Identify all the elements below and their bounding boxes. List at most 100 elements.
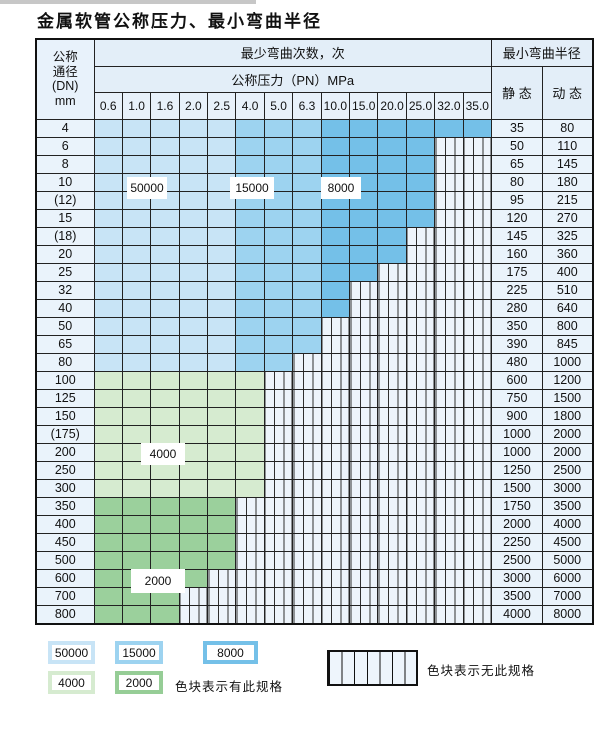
spec-available-cell bbox=[349, 136, 379, 156]
dynamic-radius-cell: 270 bbox=[541, 208, 594, 228]
spec-unavailable-cell bbox=[462, 262, 492, 282]
spec-unavailable-cell bbox=[292, 532, 322, 552]
spec-unavailable-cell bbox=[405, 442, 436, 462]
spec-unavailable-cell bbox=[434, 334, 464, 354]
spec-available-cell bbox=[150, 136, 180, 156]
dn-column-header: 公称 通径 (DN) mm bbox=[35, 38, 95, 120]
dynamic-radius-cell: 1000 bbox=[541, 352, 594, 372]
spec-unavailable-cell bbox=[263, 496, 294, 516]
spec-available-cell bbox=[349, 244, 379, 264]
dn-cell: (175) bbox=[35, 424, 95, 444]
spec-available-cell bbox=[207, 226, 237, 246]
spec-available-cell bbox=[320, 244, 351, 264]
spec-available-cell bbox=[93, 226, 123, 246]
spec-available-cell bbox=[150, 604, 180, 624]
table-row: 200 1000 2000 bbox=[35, 442, 594, 462]
spec-available-cell bbox=[377, 244, 407, 264]
static-radius-cell: 480 bbox=[490, 352, 543, 372]
spec-available-cell bbox=[207, 190, 237, 210]
spec-unavailable-cell bbox=[405, 514, 436, 534]
legend-swatch-15000: 15000 bbox=[115, 641, 163, 664]
spec-unavailable-cell bbox=[292, 406, 322, 426]
spec-available-cell bbox=[207, 136, 237, 156]
spec-available-cell bbox=[121, 316, 152, 336]
table-row: 4 35 80 bbox=[35, 118, 594, 138]
spec-available-cell bbox=[178, 568, 209, 588]
spec-unavailable-cell bbox=[263, 370, 294, 390]
spec-available-cell bbox=[178, 532, 209, 552]
spec-unavailable-cell bbox=[377, 406, 407, 426]
spec-available-cell bbox=[235, 424, 265, 444]
static-radius-cell: 50 bbox=[490, 136, 543, 156]
spec-unavailable-cell bbox=[263, 388, 294, 408]
pressure-col-header: 35.0 bbox=[462, 91, 492, 120]
spec-available-cell bbox=[150, 298, 180, 318]
spec-available-cell bbox=[93, 208, 123, 228]
spec-unavailable-cell bbox=[434, 496, 464, 516]
spec-available-cell bbox=[235, 370, 265, 390]
spec-unavailable-cell bbox=[462, 424, 492, 444]
spec-available-cell bbox=[121, 244, 152, 264]
dynamic-column-header: 动 态 bbox=[541, 65, 594, 120]
spec-available-cell bbox=[377, 226, 407, 246]
pressure-col-header: 25.0 bbox=[405, 91, 436, 120]
spec-available-cell bbox=[93, 334, 123, 354]
spec-unavailable-cell bbox=[292, 370, 322, 390]
legend-swatch-label: 2000 bbox=[119, 675, 159, 690]
spec-available-cell bbox=[121, 280, 152, 300]
spec-unavailable-cell bbox=[349, 424, 379, 444]
spec-available-cell bbox=[235, 262, 265, 282]
spec-available-cell bbox=[263, 262, 294, 282]
spec-available-cell bbox=[150, 262, 180, 282]
spec-available-cell bbox=[207, 262, 237, 282]
spec-unavailable-cell bbox=[320, 532, 351, 552]
spec-unavailable-cell bbox=[434, 550, 464, 570]
table-row: 10 80 180 bbox=[35, 172, 594, 192]
spec-available-cell bbox=[93, 478, 123, 498]
spec-available-cell bbox=[292, 190, 322, 210]
pressure-col-header: 5.0 bbox=[263, 91, 294, 120]
spec-unavailable-cell bbox=[434, 460, 464, 480]
spec-unavailable-cell bbox=[405, 262, 436, 282]
spec-available-cell bbox=[292, 208, 322, 228]
spec-available-cell bbox=[150, 370, 180, 390]
spec-unavailable-cell bbox=[320, 316, 351, 336]
spec-available-cell bbox=[178, 298, 209, 318]
spec-available-cell bbox=[178, 334, 209, 354]
spec-available-cell bbox=[178, 136, 209, 156]
table-row: (175) 1000 2000 bbox=[35, 424, 594, 444]
spec-available-cell bbox=[207, 460, 237, 480]
table-row: 15 120 270 bbox=[35, 208, 594, 228]
static-radius-cell: 3500 bbox=[490, 586, 543, 606]
static-radius-cell: 35 bbox=[490, 118, 543, 138]
spec-unavailable-cell bbox=[434, 316, 464, 336]
spec-available-cell bbox=[178, 424, 209, 444]
spec-unavailable-cell bbox=[320, 604, 351, 624]
spec-unavailable-cell bbox=[405, 460, 436, 480]
dn-cell: 600 bbox=[35, 568, 95, 588]
spec-unavailable-cell bbox=[349, 370, 379, 390]
spec-available-cell bbox=[377, 136, 407, 156]
spec-unavailable-cell bbox=[377, 262, 407, 282]
spec-available-cell bbox=[93, 190, 123, 210]
dynamic-radius-cell: 2000 bbox=[541, 424, 594, 444]
spec-unavailable-cell bbox=[434, 226, 464, 246]
spec-unavailable-cell bbox=[462, 190, 492, 210]
spec-unavailable-cell bbox=[320, 352, 351, 372]
spec-unavailable-cell bbox=[434, 190, 464, 210]
spec-unavailable-cell bbox=[377, 442, 407, 462]
dn-cell: 400 bbox=[35, 514, 95, 534]
spec-available-cell bbox=[292, 298, 322, 318]
spec-unavailable-cell bbox=[405, 604, 436, 624]
spec-available-cell bbox=[207, 154, 237, 174]
table-row: 25 175 400 bbox=[35, 262, 594, 282]
static-radius-cell: 2000 bbox=[490, 514, 543, 534]
spec-unavailable-cell bbox=[263, 460, 294, 480]
spec-available-cell bbox=[235, 154, 265, 174]
spec-unavailable-cell bbox=[434, 424, 464, 444]
spec-unavailable-cell bbox=[349, 568, 379, 588]
spec-unavailable-cell bbox=[320, 388, 351, 408]
spec-available-cell bbox=[178, 172, 209, 192]
table-row: 125 750 1500 bbox=[35, 388, 594, 408]
spec-unavailable-cell bbox=[235, 514, 265, 534]
